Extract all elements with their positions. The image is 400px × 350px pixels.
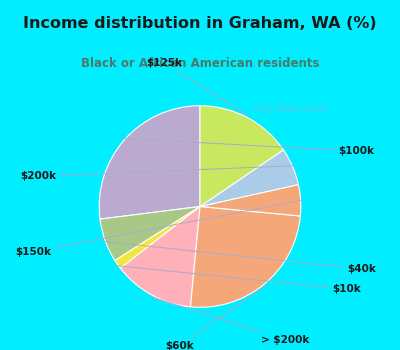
Wedge shape xyxy=(115,206,200,268)
Wedge shape xyxy=(200,106,283,206)
Text: Black or African American residents: Black or African American residents xyxy=(81,57,319,70)
Wedge shape xyxy=(200,150,298,206)
Text: $100k: $100k xyxy=(123,139,374,156)
Text: $150k: $150k xyxy=(16,200,303,257)
Text: $200k: $200k xyxy=(21,166,294,181)
Text: $40k: $40k xyxy=(103,241,376,274)
Text: $60k: $60k xyxy=(166,286,266,350)
Wedge shape xyxy=(200,184,301,216)
Wedge shape xyxy=(100,206,200,260)
Text: $10k: $10k xyxy=(116,266,360,294)
Text: City-Data.com: City-Data.com xyxy=(253,104,327,114)
Wedge shape xyxy=(99,106,200,219)
Text: $125k: $125k xyxy=(147,58,248,116)
Wedge shape xyxy=(190,206,300,307)
Wedge shape xyxy=(120,206,200,307)
Text: > $200k: > $200k xyxy=(150,296,310,344)
Text: Income distribution in Graham, WA (%): Income distribution in Graham, WA (%) xyxy=(23,16,377,30)
